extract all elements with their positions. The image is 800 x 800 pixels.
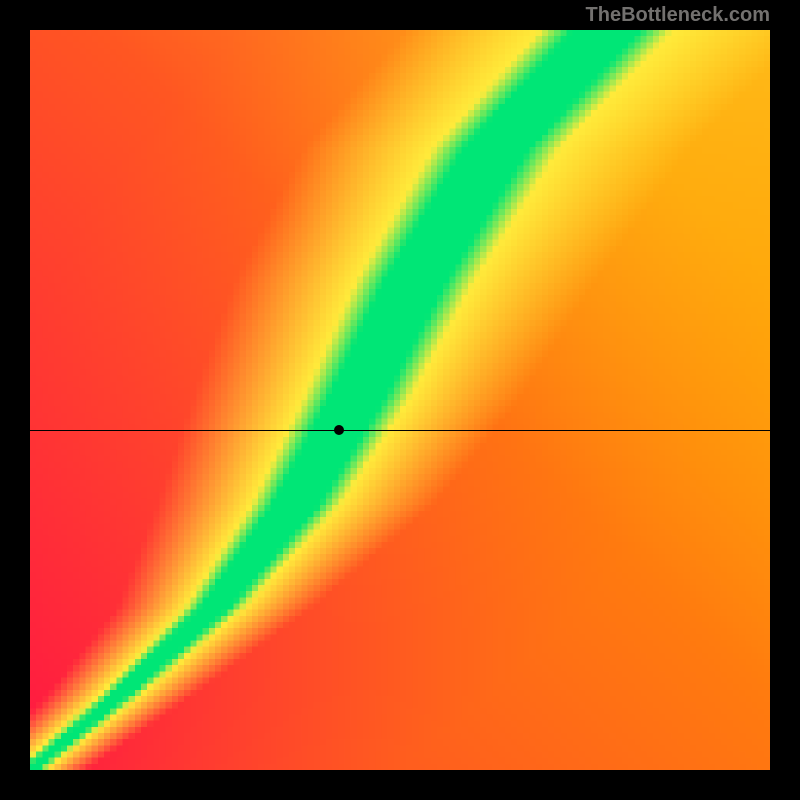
heatmap-canvas — [30, 30, 770, 770]
crosshair-horizontal — [30, 430, 770, 431]
plot-area — [30, 30, 770, 770]
watermark-text: TheBottleneck.com — [586, 4, 770, 27]
outer-frame: TheBottleneck.com — [0, 0, 800, 800]
crosshair-marker — [334, 425, 344, 435]
